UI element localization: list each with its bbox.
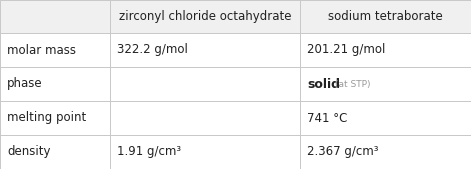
- Text: molar mass: molar mass: [7, 43, 76, 56]
- Bar: [0, 0, 471, 33]
- Text: 322.2 g/mol: 322.2 g/mol: [117, 43, 188, 56]
- Text: melting point: melting point: [7, 112, 86, 125]
- Text: 741 °C: 741 °C: [307, 112, 348, 125]
- Text: 1.91 g/cm³: 1.91 g/cm³: [117, 146, 181, 159]
- Text: zirconyl chloride octahydrate: zirconyl chloride octahydrate: [119, 10, 291, 23]
- Text: sodium tetraborate: sodium tetraborate: [328, 10, 443, 23]
- Text: 2.367 g/cm³: 2.367 g/cm³: [307, 146, 379, 159]
- Text: solid: solid: [307, 78, 340, 91]
- Text: density: density: [7, 146, 50, 159]
- Text: (at STP): (at STP): [335, 79, 371, 89]
- Text: 201.21 g/mol: 201.21 g/mol: [307, 43, 385, 56]
- Text: phase: phase: [7, 78, 42, 91]
